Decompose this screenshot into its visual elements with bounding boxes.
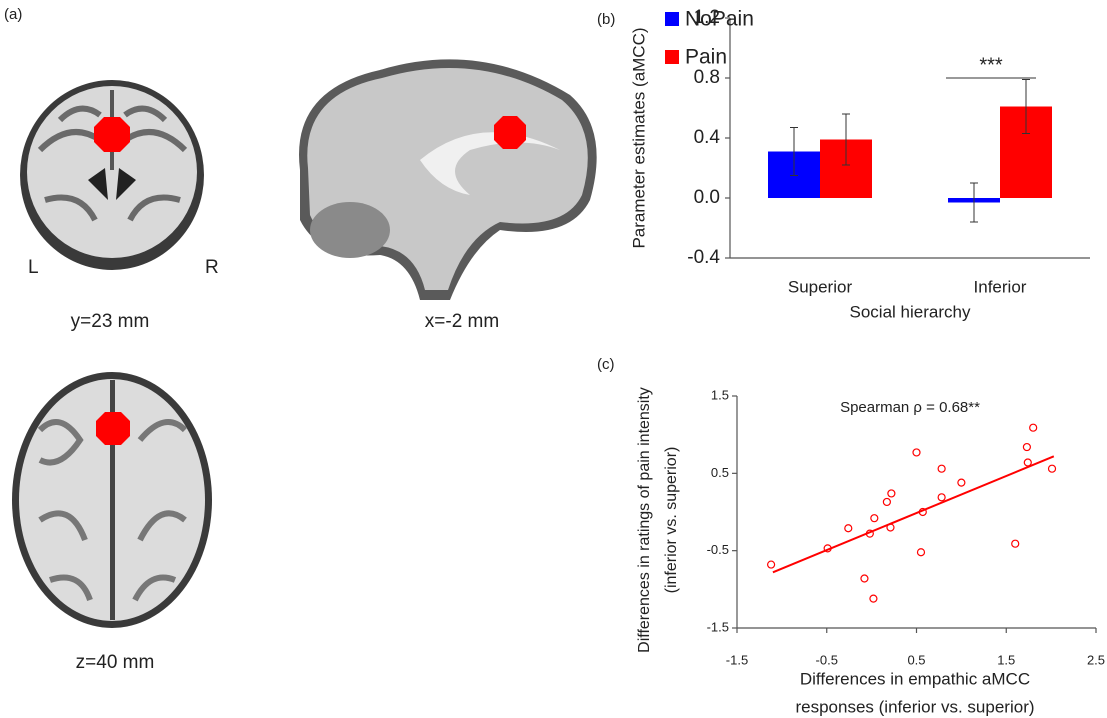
legend-label: NoPain — [685, 8, 754, 31]
coronal-slice — [20, 80, 204, 270]
y-axis-label: (inferior vs. superior) — [663, 447, 680, 594]
y-tick-label: -0.4 — [687, 247, 720, 268]
legend-swatch — [665, 12, 679, 26]
x-tick-label: 0.5 — [907, 652, 925, 667]
x-tick-label: -0.5 — [816, 652, 838, 667]
y-tick-label: -1.5 — [707, 619, 729, 634]
panel-label: (a) — [4, 6, 22, 23]
slice-caption: z=40 mm — [76, 652, 155, 673]
y-tick-label: 0.0 — [694, 187, 720, 208]
x-tick-label: Superior — [788, 277, 853, 296]
slice-caption: x=-2 mm — [425, 311, 499, 332]
figure: (a) L R y=23 mm x=-2 mm z=40 mm (b) (c) … — [0, 0, 1107, 718]
panel-label: (c) — [597, 356, 615, 373]
x-axis-label: Differences in empathic aMCC — [800, 669, 1030, 688]
x-tick-label: Inferior — [974, 277, 1027, 296]
y-tick-label: 0.8 — [694, 67, 720, 88]
y-axis-label: Differences in ratings of pain intensity — [636, 387, 653, 653]
orientation-label: R — [205, 257, 219, 278]
y-tick-label: 0.5 — [711, 465, 729, 480]
legend-swatch — [665, 50, 679, 64]
y-tick-label: -0.5 — [707, 542, 729, 557]
axial-slice — [12, 372, 212, 628]
significance-label: *** — [979, 54, 1003, 76]
orientation-label: L — [28, 257, 39, 278]
y-tick-label: 0.4 — [694, 127, 721, 148]
x-tick-label: 2.5 — [1087, 652, 1105, 667]
annotation: Spearman ρ = 0.68** — [840, 399, 980, 416]
y-tick-label: 1.5 — [711, 387, 729, 402]
x-axis-label: Social hierarchy — [850, 302, 971, 321]
x-tick-label: 1.5 — [997, 652, 1015, 667]
panel-label: (b) — [597, 11, 615, 28]
legend-label: Pain — [685, 46, 727, 69]
x-tick-label: -1.5 — [726, 652, 748, 667]
x-axis-label: responses (inferior vs. superior) — [795, 697, 1034, 716]
slice-caption: y=23 mm — [71, 311, 150, 332]
y-axis-label: Parameter estimates (aMCC) — [629, 27, 648, 248]
